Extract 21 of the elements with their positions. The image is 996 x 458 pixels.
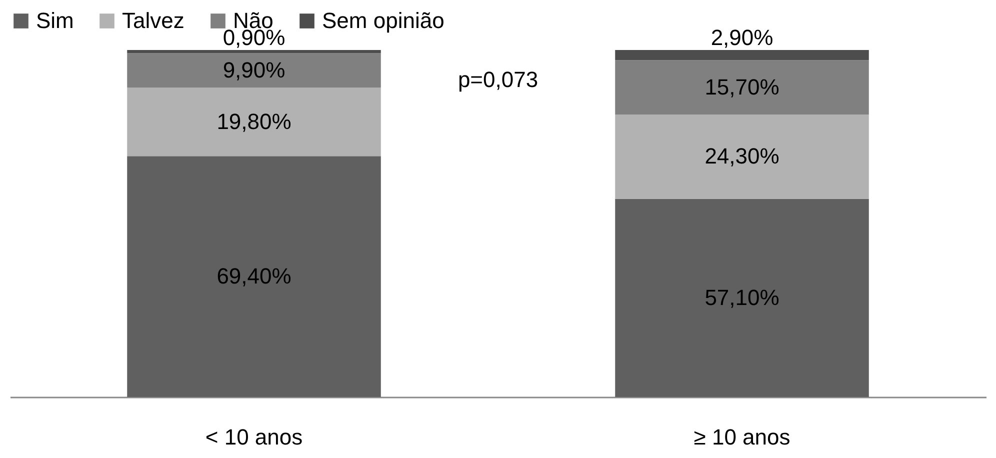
data-label: 69,40%	[216, 264, 292, 289]
bar	[127, 53, 381, 88]
bar	[615, 50, 869, 60]
data-label: 19,80%	[216, 108, 292, 134]
data-label: 2,90%	[710, 25, 774, 50]
bar	[127, 87, 381, 156]
bar	[615, 114, 869, 199]
bar	[127, 156, 381, 397]
bar	[615, 198, 869, 397]
legend-label: Talvez	[122, 8, 184, 33]
bar	[615, 60, 869, 115]
annotation: p=0,073	[458, 67, 538, 92]
data-label: 24,30%	[704, 144, 780, 169]
bar	[127, 50, 381, 54]
data-label: 57,10%	[704, 284, 780, 310]
x-tick-label: < 10 anos	[205, 424, 303, 450]
legend-label: Sem opinião	[322, 8, 444, 33]
data-label: 9,90%	[222, 57, 286, 82]
data-label: 15,70%	[704, 74, 780, 100]
legend-label: Sim	[36, 8, 74, 33]
x-tick-label: ≥ 10 anos	[694, 424, 790, 450]
